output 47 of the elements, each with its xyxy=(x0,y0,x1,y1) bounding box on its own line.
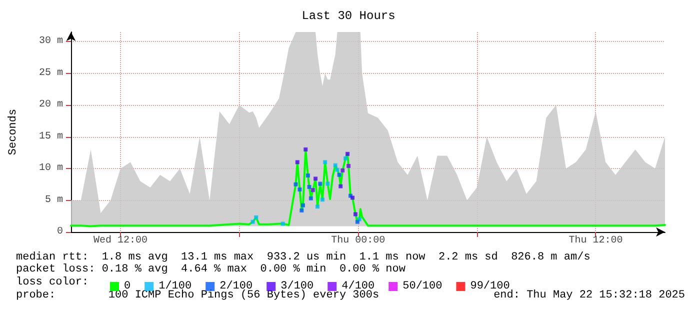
point xyxy=(344,156,348,160)
legend-label: 99/100 xyxy=(470,280,510,292)
point xyxy=(338,184,343,188)
y-axis-title: Seconds xyxy=(8,108,20,156)
point xyxy=(353,212,358,216)
point xyxy=(294,182,298,186)
point xyxy=(307,184,312,189)
point xyxy=(304,147,308,152)
legend-label: 50/100 xyxy=(402,280,442,292)
y-tick-label: 15 m xyxy=(38,131,63,142)
y-tick-label: 30 m xyxy=(38,36,63,48)
point xyxy=(306,173,310,178)
text: median rtt: 1.8 ms avg 13.1 ms max 933.2 us min 1.1 ms now 2.2 ms sd 826.8 m am/s xyxy=(16,252,590,264)
x-tick-label: Wed 12:00 xyxy=(93,234,148,246)
y-tick-label: 20 m xyxy=(38,100,63,111)
x-tick-label: Thu 00:00 xyxy=(331,234,386,246)
point xyxy=(254,215,258,220)
point xyxy=(250,220,255,224)
point xyxy=(333,163,338,168)
point xyxy=(300,203,305,208)
point xyxy=(355,220,360,224)
y-tick-label: 10 m xyxy=(38,163,63,174)
point xyxy=(335,168,340,172)
point xyxy=(323,160,328,164)
text: packet loss: 0.18 % avg 4.64 % max 0.00 % min 0.00 % now xyxy=(16,264,406,276)
text: end: Thu May 22 15:32:18 2025 xyxy=(494,290,686,302)
legend-title: loss color: xyxy=(16,276,89,288)
x-tick-label: Thu 12:00 xyxy=(568,234,623,246)
point xyxy=(346,152,350,156)
point xyxy=(326,182,330,186)
point xyxy=(310,188,315,192)
chart-title: Last 30 Hours xyxy=(302,9,396,23)
point xyxy=(318,182,322,186)
point xyxy=(308,196,313,200)
point xyxy=(340,168,345,172)
point xyxy=(280,222,285,226)
point xyxy=(316,204,320,209)
point xyxy=(337,172,342,177)
point xyxy=(298,187,302,192)
point xyxy=(295,160,300,164)
y-tick-label: 5 m xyxy=(44,194,63,206)
y-tick-label: 0 xyxy=(56,226,63,238)
point xyxy=(346,164,351,168)
point xyxy=(314,176,318,181)
point xyxy=(300,208,304,212)
y-tick-label: 25 m xyxy=(38,68,63,79)
point xyxy=(320,198,324,202)
